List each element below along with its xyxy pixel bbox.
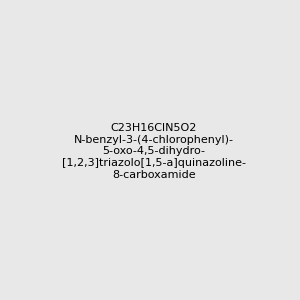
- Text: C23H16ClN5O2
N-benzyl-3-(4-chlorophenyl)-
5-oxo-4,5-dihydro-
[1,2,3]triazolo[1,5: C23H16ClN5O2 N-benzyl-3-(4-chlorophenyl)…: [62, 123, 246, 180]
